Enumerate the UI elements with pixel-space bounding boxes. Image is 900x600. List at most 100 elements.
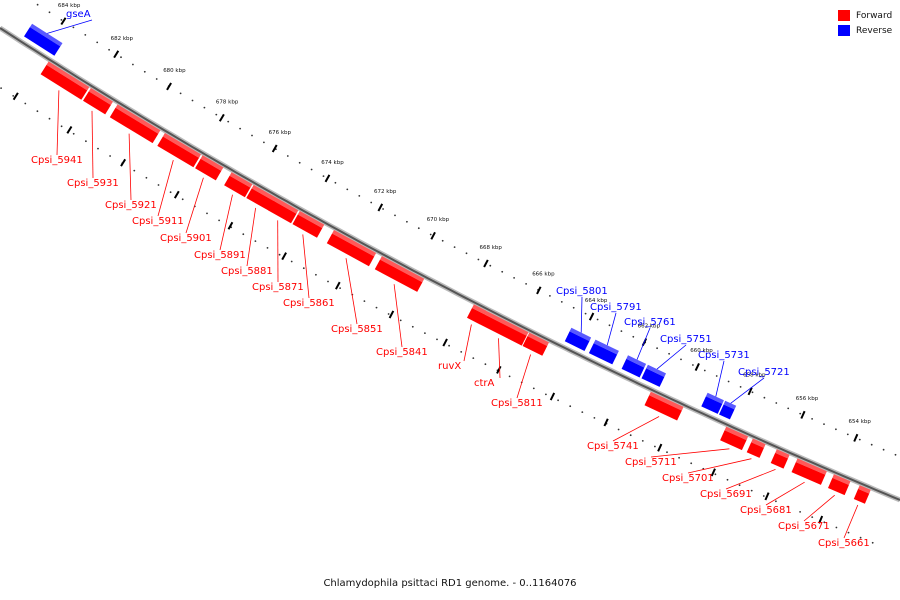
gene-top-face [646,364,666,377]
guide-dot [882,448,885,451]
guide-dot [358,195,361,197]
scale-tick [166,82,172,91]
guide-dot [334,181,337,184]
guide-dot [298,161,301,164]
guide-dot [191,99,194,102]
guide-dot [109,155,111,157]
guide-dot [60,125,63,128]
gene-top-face [29,23,63,47]
guide-dot [501,270,504,273]
scale-tick-lower [281,252,287,261]
gene-label: Cpsi_5671 [778,521,830,532]
gene-Cpsi_5711: Cpsi_5711 [625,426,749,468]
scale-tick-lower [66,125,73,134]
guide-dot [799,412,802,415]
guide-dot [668,352,670,355]
scale-tick-label: 684 kbp [58,3,81,9]
guide-dot [465,252,468,255]
guide-dot [775,402,778,404]
gene-Cpsi_5931: Cpsi_5931 [67,88,119,189]
gene-top-face [649,391,684,411]
guide-dot [715,375,718,377]
guide-dot [678,456,680,459]
guide-dot [179,92,182,95]
gene-label: Cpsi_5941 [31,155,83,166]
guide-dot [847,531,850,534]
guide-dot [750,489,753,492]
scale-tick-label: 670 kbp [427,217,450,223]
guide-dot [394,214,396,217]
guide-dot [617,428,620,431]
gene-label: Cpsi_5761 [624,317,676,328]
gene-label: Cpsi_5901 [160,233,212,244]
gene-leader-line [725,469,776,490]
gene-label: Cpsi_5811 [491,398,543,409]
gene-front-face [828,477,849,496]
scale-tick [694,362,700,372]
gene-end-face [193,154,201,168]
guide-dot [738,484,741,487]
gene-Cpsi_5921: Cpsi_5921 [105,104,161,211]
guide-dot [870,443,873,446]
gene-leader-line [345,258,358,325]
guide-dot [120,56,122,59]
scale-tick-label: 680 kbp [163,68,186,74]
guide-dot [302,267,305,270]
gene-front-face [564,331,590,351]
gene-label: Cpsi_5791 [590,302,642,313]
guide-dot [266,247,269,249]
gene-leader-line [650,448,730,458]
gene-Cpsi_5861: Cpsi_5861 [283,211,335,309]
gene-leader-line [606,312,617,346]
gene-ctrA: ctrA [474,310,529,389]
guide-dot [97,147,99,150]
gene-label: Cpsi_5711 [625,457,677,468]
gene-front-face [109,107,159,144]
gene-leader-line [246,207,256,267]
gene-front-face [720,430,747,451]
guide-dot [477,258,480,261]
backbone-line [0,27,900,501]
guide-dot [560,301,563,303]
forward-swatch [838,10,850,21]
gene-ruvX: ruvX [438,304,487,372]
scale-tick-label: 654 kbp [849,419,872,425]
guide-dot [411,325,414,328]
scale-tick [60,17,67,26]
gene-leader-line [636,327,651,360]
guide-dot [549,295,551,297]
gene-leader-line [715,360,725,397]
gene-Cpsi_5751: Cpsi_5751 [641,334,712,387]
gene-label: Cpsi_5691 [700,489,752,500]
gene-front-face [374,259,423,292]
gene-top-face [483,310,529,336]
scale-tick-lower [818,515,824,524]
gene-Cpsi_5871: Cpsi_5871 [252,197,304,293]
guide-dot [48,11,51,14]
guide-dot [629,434,632,437]
scale-tick [324,174,331,183]
scale-tick-lower [657,443,663,452]
gene-leader-line [393,284,403,348]
guide-dot [206,212,208,215]
guide-dot [858,438,861,441]
guide-dot [0,87,2,89]
gene-top-face [229,172,253,188]
legend-item-reverse: Reverse [838,23,892,38]
gene-label: gseA [66,9,91,20]
guide-dot [532,387,535,390]
gene-front-face [195,158,222,181]
gene-Cpsi_5731: Cpsi_5731 [698,350,750,414]
gene-Cpsi_5881: Cpsi_5881 [221,184,277,277]
guide-dot [846,433,849,436]
guide-dot [346,188,349,191]
gene-leader-line [302,234,310,299]
genome-caption: Chlamydophila psittaci RD1 genome. - 0..… [323,578,577,589]
gene-Cpsi_5811: Cpsi_5811 [491,332,549,409]
guide-dot [557,399,559,402]
gene-leader-line [803,494,835,522]
gene-top-face [705,392,724,404]
gene-front-face [853,488,870,504]
scale-tick [588,312,595,321]
gene-front-face [83,91,111,115]
